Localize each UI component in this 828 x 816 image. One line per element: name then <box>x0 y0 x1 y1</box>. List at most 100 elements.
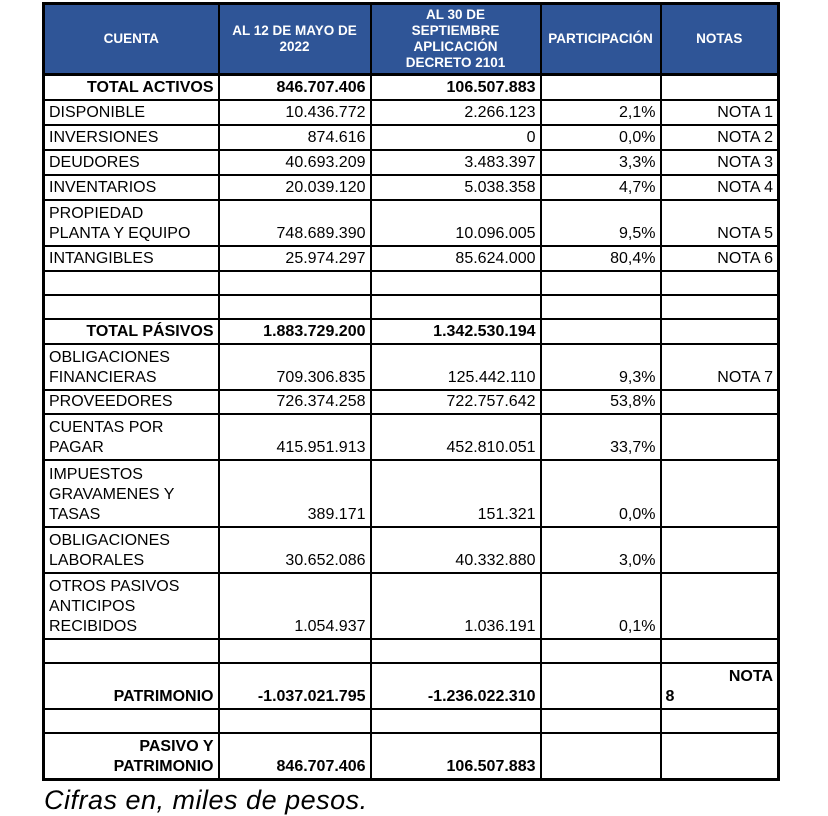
cell-cuenta: IMPUESTOS GRAVAMENES Y TASAS <box>42 459 220 528</box>
cell-decreto2101: 3.483.397 <box>369 148 542 176</box>
cell-notas <box>659 293 780 320</box>
column-header-cuenta: CUENTA <box>42 2 220 76</box>
cell-participacion: 2,1% <box>539 99 662 126</box>
cell-cuenta <box>42 269 220 296</box>
cell-may2022: 726.374.258 <box>217 388 372 416</box>
table-row: PROPIEDAD PLANTA Y EQUIPO 748.689.390 10.0… <box>42 198 780 247</box>
cell-cuenta: PATRIMONIO <box>42 662 220 711</box>
cell-decreto2101 <box>369 638 542 665</box>
cell-participacion: 0,1% <box>539 571 662 641</box>
cell-notas <box>659 459 780 528</box>
cell-participacion: 0,0% <box>539 123 662 151</box>
cell-participacion: 80,4% <box>539 244 662 272</box>
table-row: INVENTARIOS 20.039.120 5.038.358 4,7% NOTA 4 <box>42 173 780 201</box>
cell-cuenta: INTANGIBLES <box>42 244 220 272</box>
cell-decreto2101: 5.038.358 <box>369 173 542 201</box>
cell-may2022: 10.436.772 <box>217 99 372 126</box>
cell-participacion <box>539 638 662 665</box>
cell-cuenta: TOTAL ACTIVOS <box>42 73 220 101</box>
table-row: OTROS PASIVOS ANTICIPOS RECIBIDOS 1.054.9… <box>42 571 780 641</box>
cell-decreto2101: 1.342.530.194 <box>369 317 542 345</box>
cell-cuenta: PROPIEDAD PLANTA Y EQUIPO <box>42 198 220 247</box>
financial-statement-table: CUENTA AL 12 DE MAYO DE 2022 AL 30 DE SE… <box>42 2 780 781</box>
table-header: CUENTA AL 12 DE MAYO DE 2022 AL 30 DE SE… <box>42 2 780 76</box>
cell-decreto2101: 106.507.883 <box>369 73 542 101</box>
table-row: TOTAL PÁSIVOS 1.883.729.200 1.342.530.194 <box>42 317 780 345</box>
cell-cuenta: PROVEEDORES <box>42 388 220 416</box>
cell-decreto2101: 722.757.642 <box>369 388 542 416</box>
empty-row <box>42 293 780 320</box>
cell-notas <box>659 638 780 665</box>
cell-may2022: 709.306.835 <box>217 342 372 391</box>
cell-decreto2101: 10.096.005 <box>369 198 542 247</box>
table-row: TOTAL ACTIVOS 846.707.406 106.507.883 <box>42 73 780 101</box>
cell-cuenta: OTROS PASIVOS ANTICIPOS RECIBIDOS <box>42 571 220 641</box>
units-caption: Cifras en, miles de pesos. <box>44 785 368 815</box>
cell-participacion <box>539 662 662 711</box>
cell-may2022 <box>217 638 372 665</box>
cell-participacion: 0,0% <box>539 459 662 528</box>
cell-may2022: 874.616 <box>217 123 372 151</box>
cell-may2022: 415.951.913 <box>217 413 372 462</box>
cell-cuenta <box>42 708 220 735</box>
cell-cuenta: OBLIGACIONES FINANCIERAS <box>42 342 220 391</box>
nota-word: NOTA <box>728 668 773 686</box>
cell-cuenta: TOTAL PÁSIVOS <box>42 317 220 345</box>
cell-participacion <box>539 732 662 781</box>
cell-may2022: 389.171 <box>217 459 372 528</box>
cell-may2022: 40.693.209 <box>217 148 372 176</box>
table-row: INTANGIBLES 25.974.297 85.624.000 80,4% NOTA… <box>42 244 780 272</box>
table-row: OBLIGACIONES LABORALES 30.652.086 40.332.8… <box>42 525 780 574</box>
cell-participacion: 4,7% <box>539 173 662 201</box>
cell-may2022 <box>217 269 372 296</box>
empty-row <box>42 708 780 735</box>
cell-decreto2101: 151.321 <box>369 459 542 528</box>
cell-notas: NOTA 6 <box>659 244 780 272</box>
cell-notas <box>659 73 780 101</box>
cell-decreto2101: 0 <box>369 123 542 151</box>
cell-decreto2101: -1.236.022.310 <box>369 662 542 711</box>
cell-notas <box>659 525 780 574</box>
cell-decreto2101 <box>369 293 542 320</box>
cell-may2022: 748.689.390 <box>217 198 372 247</box>
cell-decreto2101 <box>369 708 542 735</box>
table-row: DEUDORES 40.693.209 3.483.397 3,3% NOTA 3 <box>42 148 780 176</box>
cell-notas: NOTA 3 <box>659 148 780 176</box>
cell-notas <box>659 317 780 345</box>
cell-cuenta: PASIVO Y PATRIMONIO <box>42 732 220 781</box>
column-header-may2022: AL 12 DE MAYO DE 2022 <box>217 2 372 76</box>
column-header-decreto2101: AL 30 DE SEPTIEMBRE APLICACIÓN DECRETO 2… <box>369 2 542 76</box>
cell-notas <box>659 571 780 641</box>
cell-may2022: 25.974.297 <box>217 244 372 272</box>
cell-decreto2101: 40.332.880 <box>369 525 542 574</box>
cell-participacion: 53,8% <box>539 388 662 416</box>
cell-decreto2101: 2.266.123 <box>369 99 542 126</box>
cell-may2022: 30.652.086 <box>217 525 372 574</box>
table-row: PROVEEDORES 726.374.258 722.757.642 53,8% <box>42 388 780 416</box>
table-row: PATRIMONIO -1.037.021.795 -1.236.022.310 NO… <box>42 662 780 711</box>
cell-participacion <box>539 293 662 320</box>
cell-notas <box>659 413 780 462</box>
cell-notas: NOTA 2 <box>659 123 780 151</box>
cell-notas: NOTA 4 <box>659 173 780 201</box>
cell-participacion: 9,5% <box>539 198 662 247</box>
cell-decreto2101: 125.442.110 <box>369 342 542 391</box>
cell-participacion: 9,3% <box>539 342 662 391</box>
table-row: OBLIGACIONES FINANCIERAS 709.306.835 125.4… <box>42 342 780 391</box>
cell-cuenta: DEUDORES <box>42 148 220 176</box>
header-row: CUENTA AL 12 DE MAYO DE 2022 AL 30 DE SE… <box>42 2 780 76</box>
cell-notas <box>659 269 780 296</box>
cell-notas: NOTA 8 <box>659 662 780 711</box>
cell-may2022 <box>217 708 372 735</box>
cell-notas: NOTA 1 <box>659 99 780 126</box>
cell-participacion <box>539 73 662 101</box>
cell-cuenta: CUENTAS POR PAGAR <box>42 413 220 462</box>
cell-cuenta <box>42 638 220 665</box>
table-row: CUENTAS POR PAGAR 415.951.913 452.810.051 3… <box>42 413 780 462</box>
empty-row <box>42 269 780 296</box>
cell-decreto2101: 1.036.191 <box>369 571 542 641</box>
column-header-participacion: PARTICIPACIÓN <box>539 2 662 76</box>
cell-decreto2101: 452.810.051 <box>369 413 542 462</box>
column-header-notas: NOTAS <box>659 2 780 76</box>
